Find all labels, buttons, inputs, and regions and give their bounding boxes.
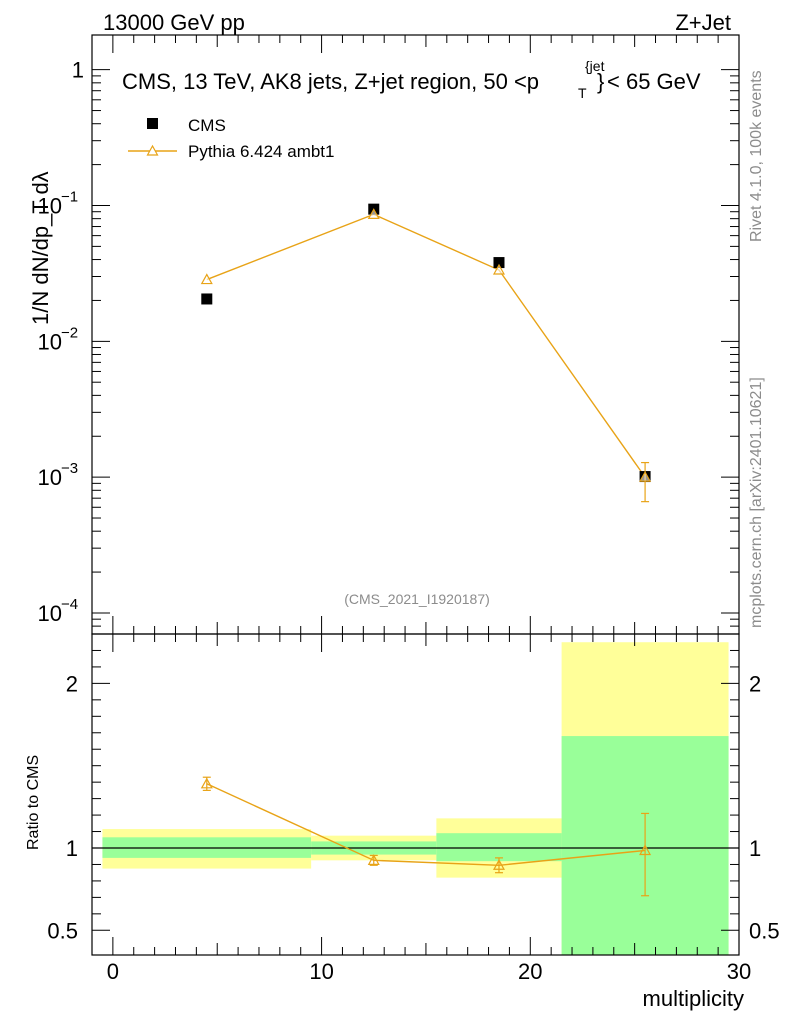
main-ytick-exponent: −1 [61, 188, 78, 205]
ratio-ytick-label: 0.5 [47, 918, 78, 943]
legend-cms-label: CMS [188, 116, 226, 135]
ratio-ytick-label: 1 [66, 836, 78, 861]
main-ytick-exponent: −3 [61, 460, 78, 477]
green-band-2 [436, 833, 562, 862]
svg-text:1/N dN/dp_T dλ: 1/N dN/dp_T dλ [28, 171, 53, 325]
xtick-label: 0 [107, 959, 119, 984]
pythia-point [200, 273, 213, 285]
ratio-ytick-label-right: 1 [749, 836, 761, 861]
ratio-pythia-line [206, 783, 646, 866]
main-ytick-exponent: −4 [61, 596, 78, 613]
ratio-axis-ticks: 0.5 0.51 12 20 10 20 30 [47, 634, 780, 984]
legend-pythia-marker [146, 144, 159, 156]
pythia-point [492, 263, 506, 275]
xtick-label: 20 [518, 959, 542, 984]
energy-label: 13000 GeV pp [103, 10, 245, 35]
xtick-label: 10 [309, 959, 333, 984]
pythia-line [206, 213, 646, 478]
main-ylabel: 1/N dN/dp_T dλ [28, 171, 53, 325]
ratio-uncertainty-bands [92, 642, 739, 955]
pythia-point [367, 208, 380, 219]
main-axis-ticks: 10 −410 −310 −210 −11 [38, 35, 740, 634]
analysis-id: (CMS_2021_I1920187) [344, 591, 490, 607]
title-end: < 65 GeV [607, 69, 701, 94]
pythia-point [639, 470, 652, 482]
ratio-pythia-point [639, 844, 652, 856]
cms-point [493, 257, 505, 269]
ratio-ytick-label-right: 2 [749, 671, 761, 696]
cms-point [201, 293, 213, 305]
ylabel-text: 1/N dN/dp_T dλ [28, 171, 53, 325]
source-label: mcplots.cern.ch [arXiv:2401.10621] [748, 377, 765, 628]
process-label: Z+Jet [675, 10, 731, 35]
main-ytick-exponent: −2 [61, 324, 78, 341]
main-ytick-label: 10 [38, 465, 62, 490]
main-ytick-label: 1 [72, 58, 84, 83]
title-superscript: {jet [585, 58, 605, 74]
main-title: CMS, 13 TeV, AK8 jets, Z+jet region, 50 … [122, 58, 701, 101]
ratio-data-layer [200, 776, 652, 897]
title-text: CMS, 13 TeV, AK8 jets, Z+jet region, 50 … [122, 69, 539, 94]
ratio-pythia-point [200, 777, 213, 789]
main-ytick-label: 10 [38, 601, 62, 626]
main-data-layer [200, 203, 652, 503]
rivet-label: Rivet 4.1.0, 100k events [748, 70, 765, 242]
ratio-ytick-label: 2 [66, 671, 78, 696]
main-ytick-label: 10 [38, 329, 62, 354]
legend-cms-marker [147, 118, 158, 129]
xlabel: multiplicity [643, 986, 744, 1011]
title-subscript: T [578, 85, 587, 101]
ratio-ylabel: Ratio to CMS [25, 755, 42, 850]
ratio-pythia-point [492, 859, 506, 870]
ratio-pythia-point [367, 854, 380, 865]
ratio-ytick-label-right: 0.5 [749, 918, 780, 943]
legend: CMS Pythia 6.424 ambt1 [128, 116, 334, 161]
main-ytick-label: 10 [38, 193, 62, 218]
title-brace: } [597, 69, 604, 94]
ratio-panel-frame [91, 633, 740, 956]
xtick-label: 30 [727, 959, 751, 984]
legend-pythia-label: Pythia 6.424 ambt1 [188, 142, 334, 161]
